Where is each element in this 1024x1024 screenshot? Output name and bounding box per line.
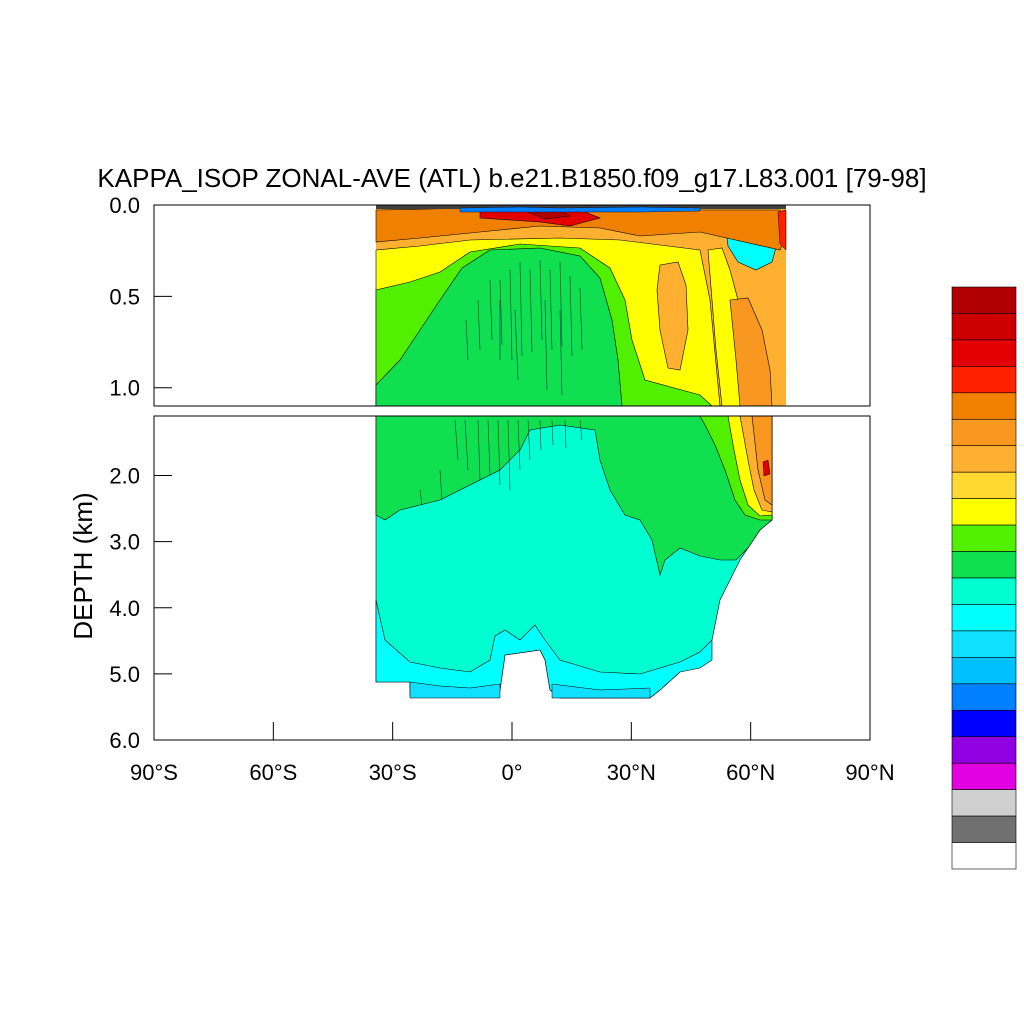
contour-surface-dark xyxy=(376,205,786,209)
y-tick-label: 5.0 xyxy=(109,662,140,687)
x-tick-label: 60°N xyxy=(726,760,775,785)
contour-red-spot xyxy=(762,459,771,477)
contour-green-lower xyxy=(375,416,773,577)
contour-rightedge-red xyxy=(777,209,787,251)
colorbar-swatch xyxy=(951,815,1017,843)
upper-panel xyxy=(375,205,787,406)
colorbar-swatch xyxy=(951,498,1017,526)
colorbar-swatch xyxy=(951,524,1017,552)
colorbar xyxy=(951,286,1017,870)
contour-surface-blue xyxy=(459,206,701,213)
colorbar-swatch xyxy=(951,471,1017,499)
y-tick-label: 0.0 xyxy=(109,193,140,218)
contour-cyan-bottom xyxy=(375,599,713,699)
colorbar-swatch xyxy=(951,418,1017,447)
upper-panel-frame xyxy=(153,204,871,407)
colorbar-swatch xyxy=(951,577,1017,605)
colorbar-swatch xyxy=(951,313,1017,341)
colorbar-swatch xyxy=(951,709,1017,738)
y-tick-label: 1.0 xyxy=(109,376,140,401)
y-axis-label: DEPTH (km) xyxy=(68,492,98,639)
x-tick-label: 90°S xyxy=(130,760,178,785)
colorbar-swatch xyxy=(951,392,1017,420)
x-tick-label: 0° xyxy=(501,760,522,785)
colorbar-swatch xyxy=(951,657,1017,685)
y-tick-label: 6.0 xyxy=(109,728,140,753)
colorbar-swatch xyxy=(951,551,1017,579)
y-tick-label: 0.5 xyxy=(109,284,140,309)
x-tick-label: 90°N xyxy=(845,760,894,785)
colorbar-swatch xyxy=(951,842,1017,870)
colorbar-swatch xyxy=(951,736,1017,764)
colorbar-swatch xyxy=(951,789,1017,817)
x-tick-label: 60°S xyxy=(249,760,297,785)
contour-orange-highlat xyxy=(729,297,773,406)
lower-panel xyxy=(375,416,773,699)
y-tick-label: 4.0 xyxy=(109,596,140,621)
y-tick-label: 3.0 xyxy=(109,530,140,555)
contour-streaks-lower xyxy=(419,419,583,506)
colorbar-swatch xyxy=(951,366,1017,394)
colorbar-swatch xyxy=(951,630,1017,658)
colorbar-swatch xyxy=(951,286,1017,314)
x-tick-label: 30°N xyxy=(607,760,656,785)
colorbar-swatch xyxy=(951,445,1017,473)
colorbar-swatch xyxy=(951,339,1017,367)
contour-streaks-upper xyxy=(465,259,583,396)
x-tick-label: 30°S xyxy=(369,760,417,785)
contour-lightblue-bottom xyxy=(409,681,651,699)
y-tick-label: 2.0 xyxy=(109,464,140,489)
contour-orange-lobe xyxy=(656,261,689,371)
colorbar-swatch xyxy=(951,604,1017,632)
colorbar-swatch xyxy=(951,762,1017,790)
chart-title: KAPPA_ISOP ZONAL-AVE (ATL) b.e21.B1850.f… xyxy=(97,163,926,193)
contour-darkorange-lower xyxy=(751,416,773,506)
colorbar-swatch xyxy=(951,683,1017,711)
axes: 90°S 60°S 30°S 0° 30°N 60°N 90°N 0.0 0.5 1.0 2.0 3.… xyxy=(109,193,894,785)
